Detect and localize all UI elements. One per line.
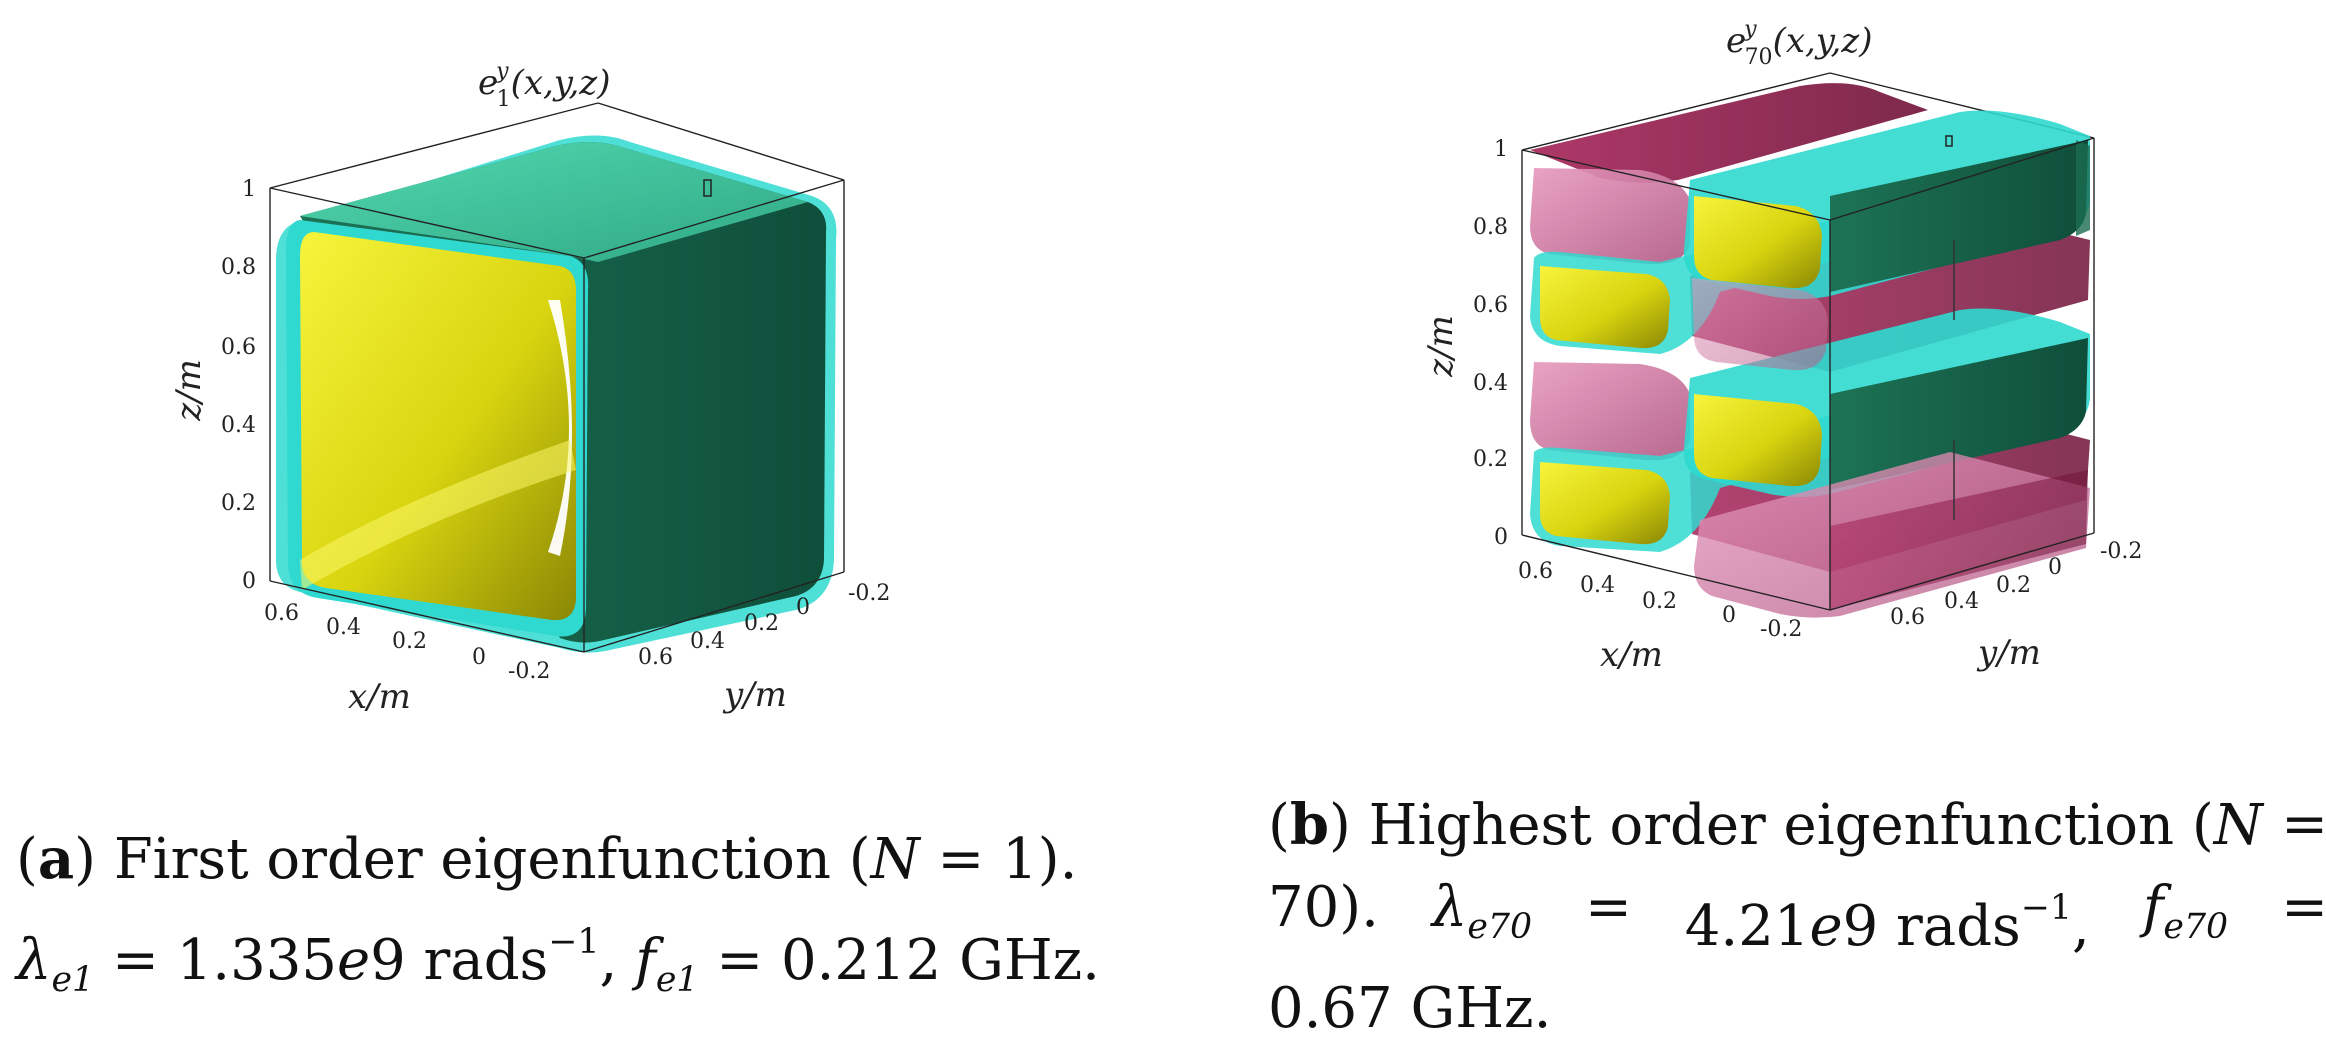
caption-a: (a) First order eigenfunction (N = 1). λ…	[16, 818, 1196, 1021]
caption-b-f-sub: e70	[2163, 907, 2229, 948]
y-tick: 0.2	[744, 611, 779, 636]
caption-b-lambda-sub: e70	[1467, 907, 1533, 948]
panel-b-box-front	[1521, 137, 2095, 611]
x-tick: -0.2	[1760, 617, 1802, 642]
caption-a-text: First order eigenfunction (	[113, 827, 871, 892]
y-tick: 0.6	[1890, 605, 1925, 630]
caption-a-n-value: = 1).	[919, 827, 1078, 892]
panel-b-title: ey 70(x,y,z)	[1726, 17, 1873, 70]
panel-a: 0 0.2 0.4 0.6 0.8 1 0.6 0.4 0.2 0 -0.2 0…	[169, 59, 890, 717]
x-tick: -0.2	[508, 659, 550, 684]
z-tick: 0.4	[1473, 371, 1508, 396]
z-tick: 0	[242, 569, 256, 594]
panel-a-isosurface	[276, 135, 837, 653]
caption-a-lambda-value: = 1.335	[94, 928, 337, 994]
panel-a-z-ticks: 0 0.2 0.4 0.6 0.8 1	[221, 177, 256, 594]
y-tick: 0	[796, 595, 810, 620]
z-tick: 0.2	[1473, 447, 1508, 472]
z-tick: 0.2	[221, 491, 256, 516]
caption-b-e: e	[1809, 894, 1843, 960]
caption-a-line-2: λe1 = 1.335e9 rads−1, fe1 = 0.212 GHz.	[16, 922, 1100, 1001]
panel-a-title: ey 1(x,y,z)	[478, 59, 611, 112]
panel-a-box-front	[269, 179, 845, 653]
x-tick: 0.6	[1518, 559, 1553, 584]
caption-a-n: N	[870, 827, 920, 892]
caption-a-lambda: λ	[16, 928, 52, 994]
z-tick: 0	[1494, 525, 1508, 550]
figure: 0 0.2 0.4 0.6 0.8 1 0.6 0.4 0.2 0 -0.2 0…	[169, 17, 2142, 717]
panel-a-x-ticks: 0.6 0.4 0.2 0 -0.2	[264, 601, 550, 684]
z-tick: 0.6	[221, 335, 256, 360]
caption-b-f: f	[2142, 875, 2164, 940]
caption-a-label: a	[37, 826, 75, 892]
z-tick: 1	[1494, 137, 1508, 162]
caption-b-lambda-unit: 9 rads	[1842, 894, 2021, 960]
panel-a-x-label: x/m	[348, 677, 411, 717]
caption-a-f-sub: e1	[655, 960, 699, 1001]
panel-b-z-ticks: 0 0.2 0.4 0.6 0.8 1	[1473, 137, 1508, 550]
panel-b-isosurface	[1530, 83, 2090, 618]
z-tick: 1	[242, 177, 256, 202]
caption-b-text: Highest order eigenfunction (	[1368, 793, 2214, 858]
caption-a-e: e	[336, 928, 371, 994]
panel-a-y-label: y/m	[722, 675, 787, 715]
x-tick: 0.2	[392, 629, 427, 654]
y-tick: 0	[2048, 555, 2062, 580]
x-tick: 0.2	[1642, 589, 1677, 614]
caption-b: (b) Highest order eigenfunction (N = 70).…	[1268, 784, 2326, 1050]
caption-b-line-2: 70). λe70 = 4.21e9 rads−1, fe70 =	[1268, 867, 2326, 968]
caption-a-f-value: = 0.212 GHz.	[698, 928, 1100, 994]
caption-b-eq-3: =	[2281, 875, 2326, 940]
panel-a-y-ticks: 0.6 0.4 0.2 0 -0.2	[638, 581, 890, 670]
caption-b-eq-1: =	[2281, 792, 2326, 857]
caption-b-eq-2: =	[1584, 875, 1632, 940]
y-tick: 0.4	[690, 629, 725, 654]
z-tick: 0.8	[1473, 215, 1508, 240]
caption-b-unit-sup: −1	[2020, 888, 2072, 928]
caption-b-n: N	[2213, 793, 2263, 858]
y-tick: 0.2	[1996, 573, 2031, 598]
caption-b-n-value: 70).	[1268, 875, 1379, 940]
caption-b-line-3: 0.67 GHz.	[1268, 968, 2326, 1050]
panel-b-y-ticks: 0.6 0.4 0.2 0 -0.2	[1890, 539, 2142, 630]
caption-b-lambda-value: 4.21	[1684, 894, 1810, 960]
panel-b-z-label: z/m	[1421, 315, 1461, 378]
caption-a-line-1: (a) First order eigenfunction (N = 1).	[16, 826, 1078, 892]
panel-a-box-back	[269, 102, 845, 581]
caption-a-f: f	[635, 928, 656, 994]
caption-b-lambda: λ	[1431, 875, 1468, 940]
panel-a-z-label: z/m	[169, 359, 209, 422]
x-tick: 0	[472, 645, 486, 670]
x-tick: 0.4	[1580, 573, 1615, 598]
caption-b-f-value: 0.67 GHz.	[1268, 976, 1552, 1042]
y-tick: -0.2	[848, 581, 890, 606]
caption-a-unit-sup: −1	[548, 922, 600, 962]
y-tick: 0.6	[638, 645, 673, 670]
caption-a-lambda-sub: e1	[51, 960, 95, 1001]
panel-b: 0 0.2 0.4 0.6 0.8 1 0.6 0.4 0.2 0 -0.2 0…	[1421, 17, 2142, 675]
panel-b-x-ticks: 0.6 0.4 0.2 0 -0.2	[1518, 559, 1802, 642]
x-tick: 0.6	[264, 601, 299, 626]
panel-b-x-label: x/m	[1600, 635, 1663, 675]
caption-a-lambda-unit: 9 rads	[370, 928, 549, 994]
y-tick: -0.2	[2100, 539, 2142, 564]
y-tick: 0.4	[1944, 589, 1979, 614]
caption-b-label: b	[1289, 792, 1330, 858]
panel-b-y-label: y/m	[1976, 633, 2041, 673]
x-tick: 0.4	[326, 615, 361, 640]
z-tick: 0.8	[221, 255, 256, 280]
z-tick: 0.6	[1473, 293, 1508, 318]
caption-b-line-1: (b) Highest order eigenfunction (N =	[1268, 784, 2326, 867]
x-tick: 0	[1722, 603, 1736, 628]
z-tick: 0.4	[221, 413, 256, 438]
